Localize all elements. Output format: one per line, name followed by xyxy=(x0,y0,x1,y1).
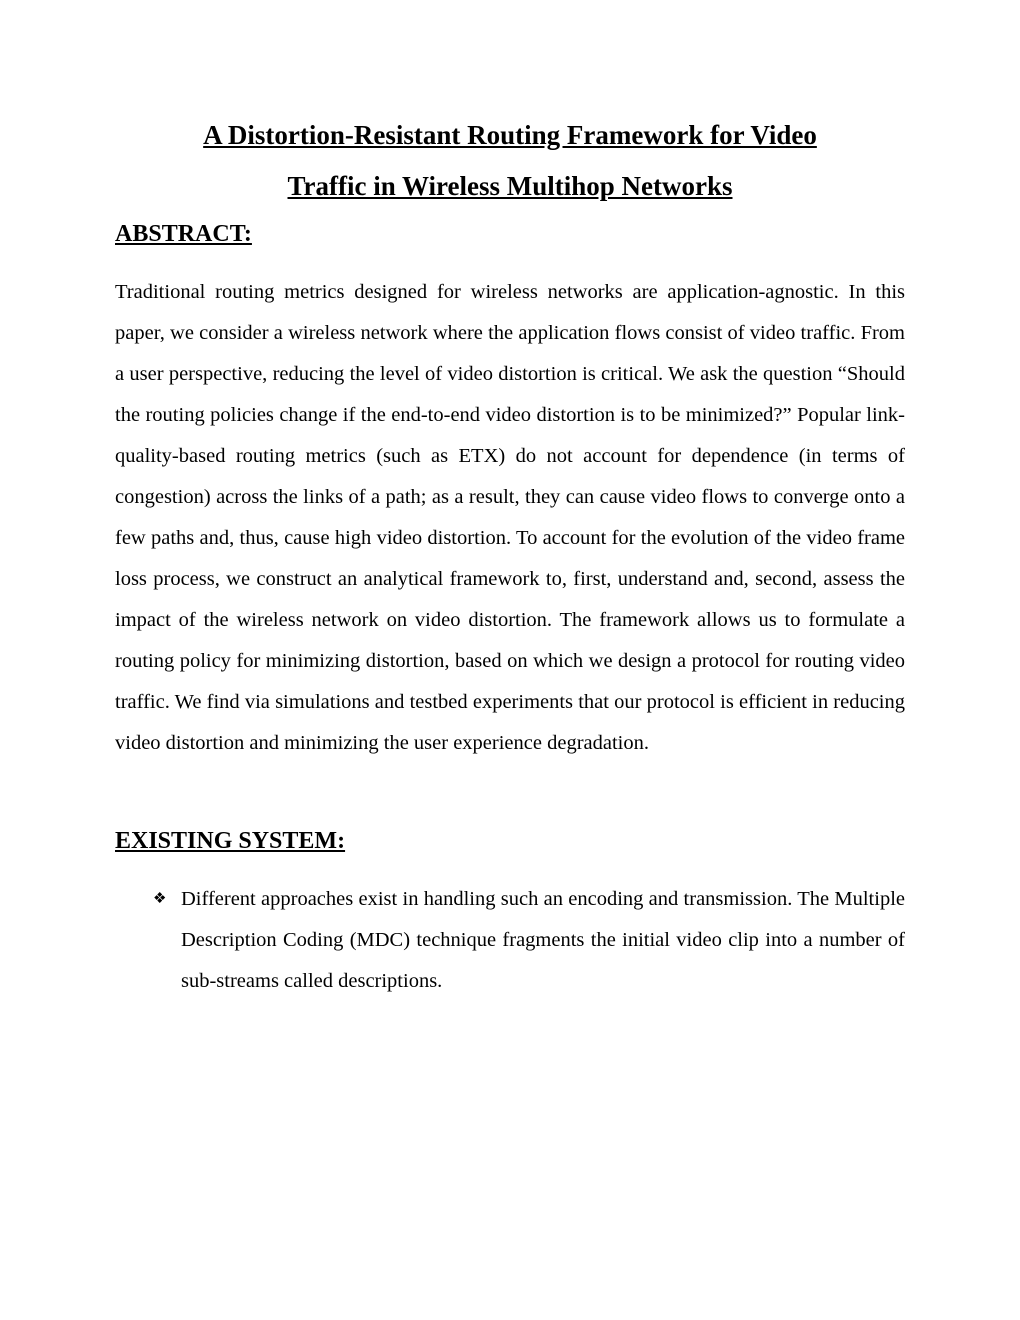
list-item: Different approaches exist in handling s… xyxy=(153,879,905,1002)
title-line-2: Traffic in Wireless Multihop Networks xyxy=(288,171,733,201)
existing-system-list: Different approaches exist in handling s… xyxy=(115,879,905,1002)
abstract-heading: ABSTRACT: xyxy=(115,221,905,248)
existing-system-heading: EXISTING SYSTEM: xyxy=(115,828,905,855)
document-title: A Distortion-Resistant Routing Framework… xyxy=(115,110,905,213)
title-line-1: A Distortion-Resistant Routing Framework… xyxy=(203,120,817,150)
abstract-body: Traditional routing metrics designed for… xyxy=(115,272,905,764)
